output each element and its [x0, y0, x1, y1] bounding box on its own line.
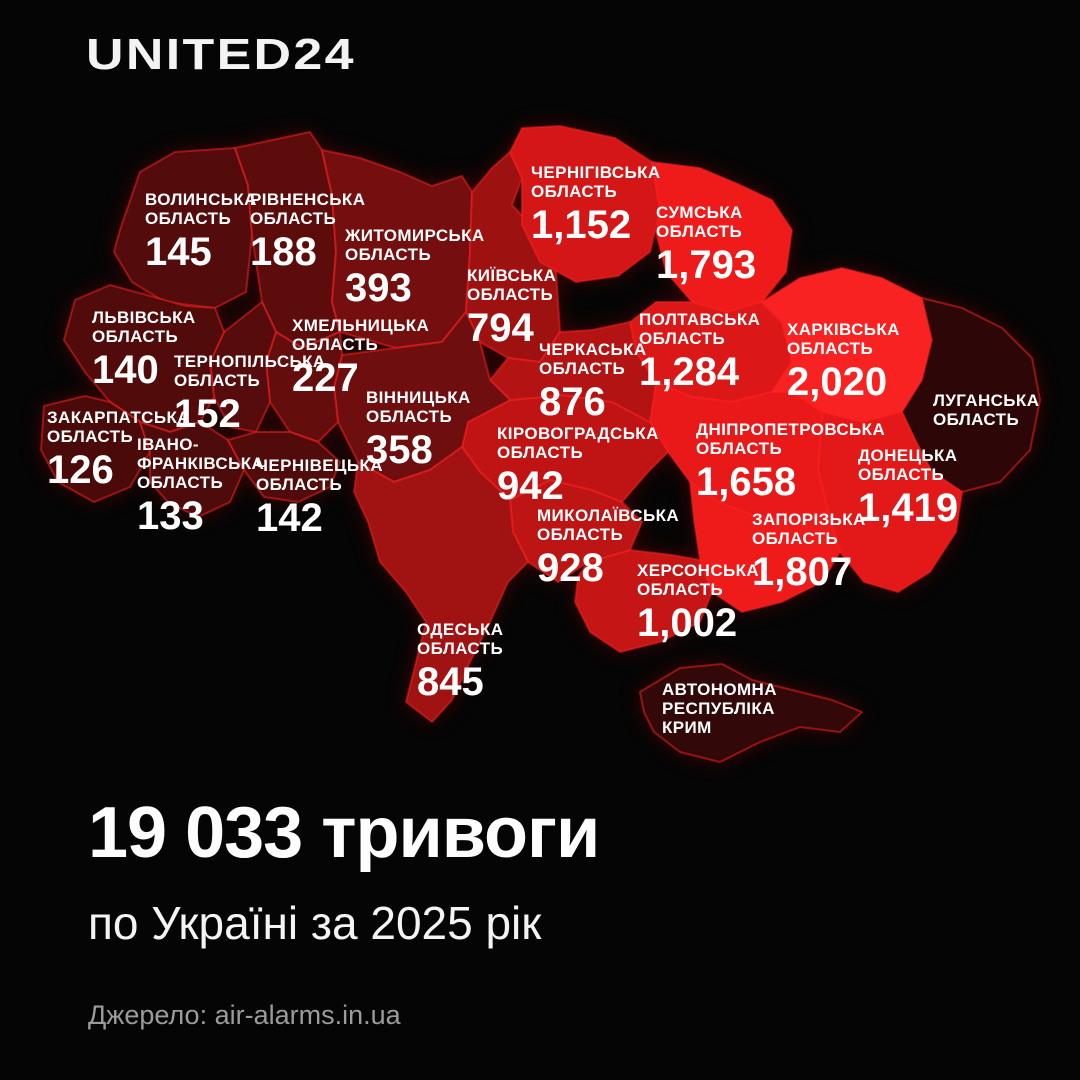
- region-label-vinnytsia: ВІННИЦЬКА ОБЛАСТЬ 358: [366, 388, 471, 473]
- region-value: 1,658: [696, 460, 797, 505]
- united24-logo: UNITED24: [86, 30, 356, 79]
- region-name: ХАРКІВСЬКА ОБЛАСТЬ: [787, 320, 900, 359]
- region-label-khmelnytskyi: ХМЕЛЬНИЦЬКА ОБЛАСТЬ 227: [292, 316, 429, 401]
- region-shape-cherkasy: [489, 321, 657, 423]
- region-shape-kherson: [574, 549, 713, 653]
- region-shape-volyn: [113, 147, 253, 309]
- region-name: ДОНЕЦЬКА ОБЛАСТЬ: [858, 446, 958, 485]
- region-name: КИЇВСЬКА ОБЛАСТЬ: [467, 266, 557, 305]
- region-label-kirovohrad: КІРОВОГРАДСЬКА ОБЛАСТЬ 942: [497, 424, 659, 509]
- region-label-luhansk: ЛУГАНСЬКА ОБЛАСТЬ: [933, 391, 1039, 431]
- region-shape-ivano-frankivsk: [139, 421, 245, 518]
- region-value: 1,807: [752, 550, 853, 595]
- region-value: 876: [539, 380, 606, 425]
- region-shape-vinnytsia: [333, 311, 511, 483]
- region-label-dnipro: ДНІПРОПЕТРОВСЬКА ОБЛАСТЬ 1,658: [696, 420, 885, 505]
- region-name: ЗАПОРІЗЬКА ОБЛАСТЬ: [752, 510, 866, 549]
- region-name: ЗАКАРПАТСЬКА ОБЛАСТЬ: [47, 408, 190, 447]
- region-name: ОДЕСЬКА ОБЛАСТЬ: [417, 620, 504, 659]
- region-name: МИКОЛАЇВСЬКА ОБЛАСТЬ: [537, 506, 680, 545]
- region-name: ХЕРСОНСЬКА ОБЛАСТЬ: [637, 561, 760, 600]
- region-name: ЧЕРНІВЕЦЬКА ОБЛАСТЬ: [256, 456, 383, 495]
- region-label-lviv: ЛЬВІВСЬКА ОБЛАСТЬ 140: [92, 308, 196, 393]
- data-source-caption: Джерело: air-alarms.in.ua: [88, 1000, 401, 1030]
- region-shape-chernihiv: [509, 125, 661, 283]
- region-shape-zakarpattia: [40, 395, 151, 503]
- region-name: ЧЕРНІГІВСЬКА ОБЛАСТЬ: [531, 163, 661, 202]
- region-name: ЛУГАНСЬКА ОБЛАСТЬ: [933, 391, 1040, 430]
- region-label-zhytomyr: ЖИТОМИРСЬКА ОБЛАСТЬ 393: [345, 226, 485, 311]
- region-name: РІВНЕНСЬКА ОБЛАСТЬ: [250, 190, 366, 229]
- region-label-crimea: АВТОНОМНА РЕСПУБЛІКА КРИМ: [662, 680, 777, 739]
- region-value: 1,152: [531, 203, 632, 248]
- region-label-cherkasy: ЧЕРКАСЬКА ОБЛАСТЬ 876: [539, 340, 647, 425]
- region-label-ivano-frankivsk: ІВАНО- ФРАНКІВСЬКА ОБЛАСТЬ 133: [137, 435, 264, 539]
- region-shape-odesa: [353, 446, 529, 723]
- region-value: 1,793: [656, 243, 757, 288]
- region-name: ВІННИЦЬКА ОБЛАСТЬ: [366, 388, 471, 427]
- region-label-mykolaiv: МИКОЛАЇВСЬКА ОБЛАСТЬ 928: [537, 506, 679, 591]
- region-name: ЖИТОМИРСЬКА ОБЛАСТЬ: [345, 226, 485, 265]
- region-value: 1,419: [858, 486, 959, 531]
- region-name: СУМСЬКА ОБЛАСТЬ: [656, 203, 743, 242]
- region-label-odesa: ОДЕСЬКА ОБЛАСТЬ 845: [417, 620, 503, 705]
- region-label-zakarpattia: ЗАКАРПАТСЬКА ОБЛАСТЬ 126: [47, 408, 190, 493]
- subtitle-scope: по Україні за 2025 рік: [88, 897, 542, 949]
- region-value: 2,020: [787, 360, 888, 405]
- region-label-kherson: ХЕРСОНСЬКА ОБЛАСТЬ 1,002: [637, 561, 759, 646]
- region-value: 133: [137, 494, 204, 539]
- region-label-poltava: ПОЛТАВСЬКА ОБЛАСТЬ 1,284: [639, 310, 760, 395]
- region-value: 928: [537, 546, 604, 591]
- region-value: 1,284: [639, 350, 740, 395]
- region-label-volyn: ВОЛИНСЬКА ОБЛАСТЬ 145: [145, 190, 257, 275]
- region-shape-crimea: [639, 663, 863, 763]
- region-label-kharkiv: ХАРКІВСЬКА ОБЛАСТЬ 2,020: [787, 320, 900, 405]
- region-shape-lviv: [63, 284, 225, 433]
- region-name: ЛЬВІВСЬКА ОБЛАСТЬ: [92, 308, 196, 347]
- region-name: ЧЕРКАСЬКА ОБЛАСТЬ: [539, 340, 647, 379]
- title-block: 19 033 тривоги по Україні за 2025 рік: [88, 792, 600, 950]
- region-value: 140: [92, 348, 159, 393]
- region-value: 126: [47, 448, 114, 493]
- region-value: 942: [497, 464, 564, 509]
- region-name: ТЕРНОПІЛЬСЬКА ОБЛАСТЬ: [174, 352, 326, 391]
- region-name: ВОЛИНСЬКА ОБЛАСТЬ: [145, 190, 257, 229]
- region-name: АВТОНОМНА РЕСПУБЛІКА КРИМ: [662, 680, 777, 738]
- region-name: КІРОВОГРАДСЬКА ОБЛАСТЬ: [497, 424, 659, 463]
- region-value: 152: [174, 392, 241, 437]
- region-value: 845: [417, 660, 484, 705]
- region-value: 227: [292, 356, 359, 401]
- region-value: 188: [250, 230, 317, 275]
- region-value: 142: [256, 496, 323, 541]
- region-value: 1,002: [637, 601, 738, 646]
- region-shape-luhansk: [901, 297, 1041, 493]
- region-value: 794: [467, 306, 534, 351]
- region-name: ІВАНО- ФРАНКІВСЬКА ОБЛАСТЬ: [137, 435, 265, 493]
- region-label-zaporizhzhia: ЗАПОРІЗЬКА ОБЛАСТЬ 1,807: [752, 510, 866, 595]
- region-name: ПОЛТАВСЬКА ОБЛАСТЬ: [639, 310, 761, 349]
- region-value: 393: [345, 266, 412, 311]
- region-shape-chernivtsi: [227, 431, 341, 503]
- region-label-ternopil: ТЕРНОПІЛЬСЬКА ОБЛАСТЬ 152: [174, 352, 326, 437]
- headline-total-alarms: 19 033 тривоги: [88, 793, 600, 873]
- region-value: 358: [366, 428, 433, 473]
- region-value: 145: [145, 230, 212, 275]
- region-label-chernivtsi: ЧЕРНІВЕЦЬКА ОБЛАСТЬ 142: [256, 456, 383, 541]
- region-label-rivne: РІВНЕНСЬКА ОБЛАСТЬ 188: [250, 190, 365, 275]
- region-name: ХМЕЛЬНИЦЬКА ОБЛАСТЬ: [292, 316, 430, 355]
- region-label-sumy: СУМСЬКА ОБЛАСТЬ 1,793: [656, 203, 756, 288]
- region-label-kyiv: КИЇВСЬКА ОБЛАСТЬ 794: [467, 266, 556, 351]
- region-label-donetsk: ДОНЕЦЬКА ОБЛАСТЬ 1,419: [858, 446, 958, 531]
- region-name: ДНІПРОПЕТРОВСЬКА ОБЛАСТЬ: [696, 420, 886, 459]
- oblast-shapes: [40, 125, 1041, 763]
- region-label-chernihiv: ЧЕРНІГІВСЬКА ОБЛАСТЬ 1,152: [531, 163, 661, 248]
